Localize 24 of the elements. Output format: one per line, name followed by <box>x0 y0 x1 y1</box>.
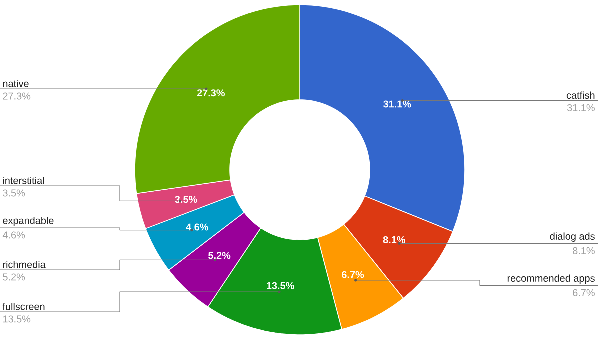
text: 13.5% <box>3 316 31 323</box>
text: 31.1% <box>567 104 595 112</box>
slice-label: recommended apps <box>508 274 595 284</box>
slice-label: dialog ads <box>550 232 595 242</box>
text: 3.5% <box>3 190 26 197</box>
data-label: 27.3% <box>197 90 225 97</box>
data-label: 6.7% <box>342 271 364 278</box>
data-label: 3.5% <box>175 196 198 204</box>
text: 4.6% <box>2 232 26 239</box>
slice-label: richmedia <box>3 260 46 268</box>
slice-label: catfish <box>566 92 595 100</box>
text: 6.7% <box>573 289 595 296</box>
text: 27.3% <box>3 92 31 100</box>
slice-label: interstitial <box>3 176 44 184</box>
data-label: 8.1% <box>383 236 406 244</box>
data-label: 13.5% <box>267 282 294 290</box>
slice-label: native <box>3 80 29 88</box>
slice-label: expandable <box>3 217 54 226</box>
data-label: 31.1% <box>384 100 412 108</box>
slice-label: fullscreen <box>2 302 45 310</box>
text: 8.1% <box>573 247 595 254</box>
data-label: 5.2% <box>208 252 231 260</box>
text: 5.2% <box>3 274 26 281</box>
data-label: 4.6% <box>186 224 208 231</box>
